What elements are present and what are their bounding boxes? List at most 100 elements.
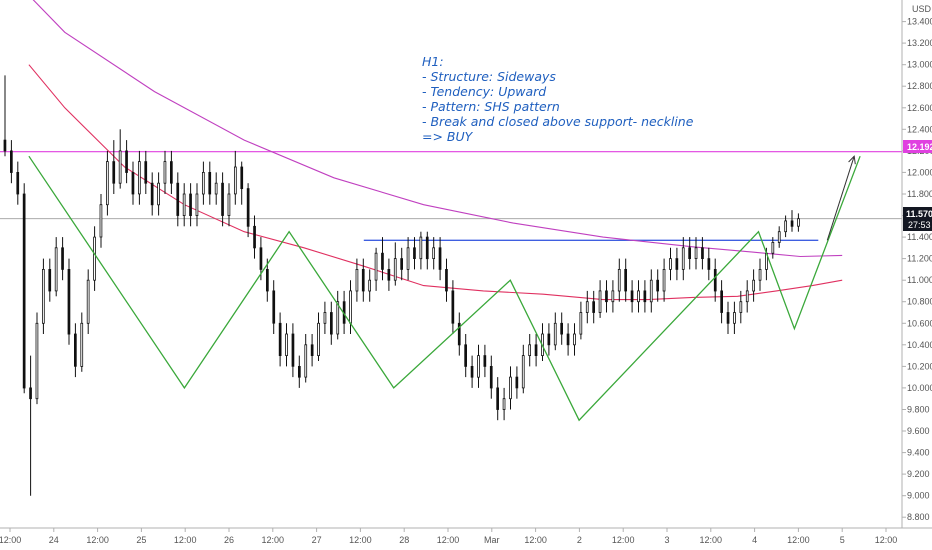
candle-up: [477, 355, 480, 378]
countdown-label: 27:53: [908, 220, 931, 230]
candle-up: [35, 322, 39, 400]
price-axis[interactable]: USD 8.800 9.000 9.200 9.400 9.600 9.800 10.000…: [901, 0, 932, 528]
candle-down: [707, 258, 711, 270]
current-price-tag: [903, 207, 932, 231]
candle-down: [464, 344, 468, 367]
candle-up: [585, 301, 589, 313]
candle-down: [624, 268, 628, 292]
candle-down: [425, 236, 429, 260]
price-tick-label: 10.200: [907, 361, 932, 371]
candle-down: [9, 150, 13, 173]
candle-up: [93, 236, 96, 281]
candle-down: [125, 150, 128, 173]
drawings: [28, 155, 861, 422]
annotation-box: H1: - Structure: Sideways - Tendency: Up…: [422, 54, 694, 144]
candle-up: [553, 322, 557, 346]
time-tick-label: 25: [136, 535, 146, 545]
price-tick-label: 13.400: [907, 17, 932, 27]
candle-up: [106, 161, 109, 206]
time-tick-label: 3: [664, 535, 669, 545]
candle-down: [16, 171, 20, 195]
candle-down: [643, 290, 647, 303]
candle-down: [451, 290, 455, 324]
candle-down: [3, 139, 7, 152]
candle-down: [169, 161, 173, 184]
projection-arrow-head: [848, 155, 856, 165]
candle-down: [74, 333, 77, 367]
annotation-line-pattern: - Pattern: SHS pattern: [422, 99, 560, 114]
candle-down: [400, 258, 404, 270]
candle-up: [304, 344, 308, 378]
time-tick-label: 12:00: [700, 535, 723, 545]
moving-average-long-line: [32, 0, 843, 258]
candles: [3, 75, 800, 496]
candle-down: [240, 166, 244, 190]
candle-down: [515, 376, 519, 389]
candle-down: [381, 252, 384, 270]
candle-down: [61, 247, 64, 270]
price-tick-label: 9.000: [907, 491, 930, 501]
price-tick-label: 13.200: [907, 38, 932, 48]
annotation-line-tendency: - Tendency: Upward: [422, 84, 546, 99]
candle-down: [144, 161, 148, 184]
time-tick-label: 28: [399, 535, 409, 545]
time-axis[interactable]: 12:00 24 12:00 25 12:00 26 12:00 27 12:00 28 12:00…: [0, 527, 932, 545]
candle-down: [272, 290, 276, 324]
price-tick-label: 10.000: [907, 383, 932, 393]
candle-up: [739, 301, 743, 313]
price-tick-label: 11.200: [907, 254, 932, 264]
candle-down: [720, 290, 724, 313]
resistance-price-label: 12.192: [907, 142, 932, 152]
time-tick-label: 26: [224, 535, 234, 545]
annotation-title: H1:: [422, 54, 444, 69]
price-tick-label: 10.800: [907, 297, 932, 307]
candle-up: [662, 268, 666, 292]
indicator-lines: [0, 0, 902, 301]
candle-up: [771, 241, 775, 254]
candle-up: [611, 290, 615, 303]
candle-up: [637, 290, 640, 303]
candle-up: [669, 258, 672, 270]
candle-up: [195, 193, 199, 217]
candle-up: [528, 344, 532, 356]
candle-down: [208, 171, 212, 195]
moving-average-short-line: [28, 64, 843, 301]
candle-down: [291, 333, 295, 367]
candle-up: [745, 290, 749, 303]
candle-up: [784, 220, 788, 233]
candle-up: [227, 193, 231, 217]
time-tick-label: Mar: [484, 535, 500, 545]
candle-up: [336, 301, 340, 335]
candle-down: [489, 365, 493, 389]
candle-down: [445, 268, 448, 292]
shs-pattern-zigzag: [28, 155, 861, 422]
candle-up: [419, 236, 423, 260]
candle-up: [54, 247, 58, 292]
price-tick-label: 12.000: [907, 167, 932, 177]
annotation-line-signal: => BUY: [422, 129, 474, 144]
candle-down: [48, 268, 52, 292]
candle-down: [483, 355, 487, 367]
candle-down: [560, 322, 564, 335]
price-tick-label: 12.800: [907, 81, 932, 91]
candle-up: [355, 268, 359, 292]
price-tick-label: 11.800: [907, 189, 932, 199]
candle-down: [438, 247, 442, 270]
time-tick-label: 12:00: [437, 535, 460, 545]
candle-down: [265, 268, 269, 292]
time-tick-label: 12:00: [0, 535, 21, 545]
time-tick-label: 12:00: [262, 535, 285, 545]
current-price-label: 11.570: [906, 209, 932, 219]
candle-down: [67, 268, 71, 335]
candle-down: [278, 322, 282, 356]
candle-up: [323, 312, 327, 324]
candle-up: [157, 182, 160, 206]
time-tick-label: 12:00: [524, 535, 547, 545]
candle-up: [598, 290, 602, 313]
projection-arrow-line: [826, 156, 855, 241]
candle-up: [649, 279, 653, 303]
candle-down: [310, 344, 314, 356]
time-tick-label: 12:00: [174, 535, 197, 545]
candle-up: [617, 268, 621, 292]
